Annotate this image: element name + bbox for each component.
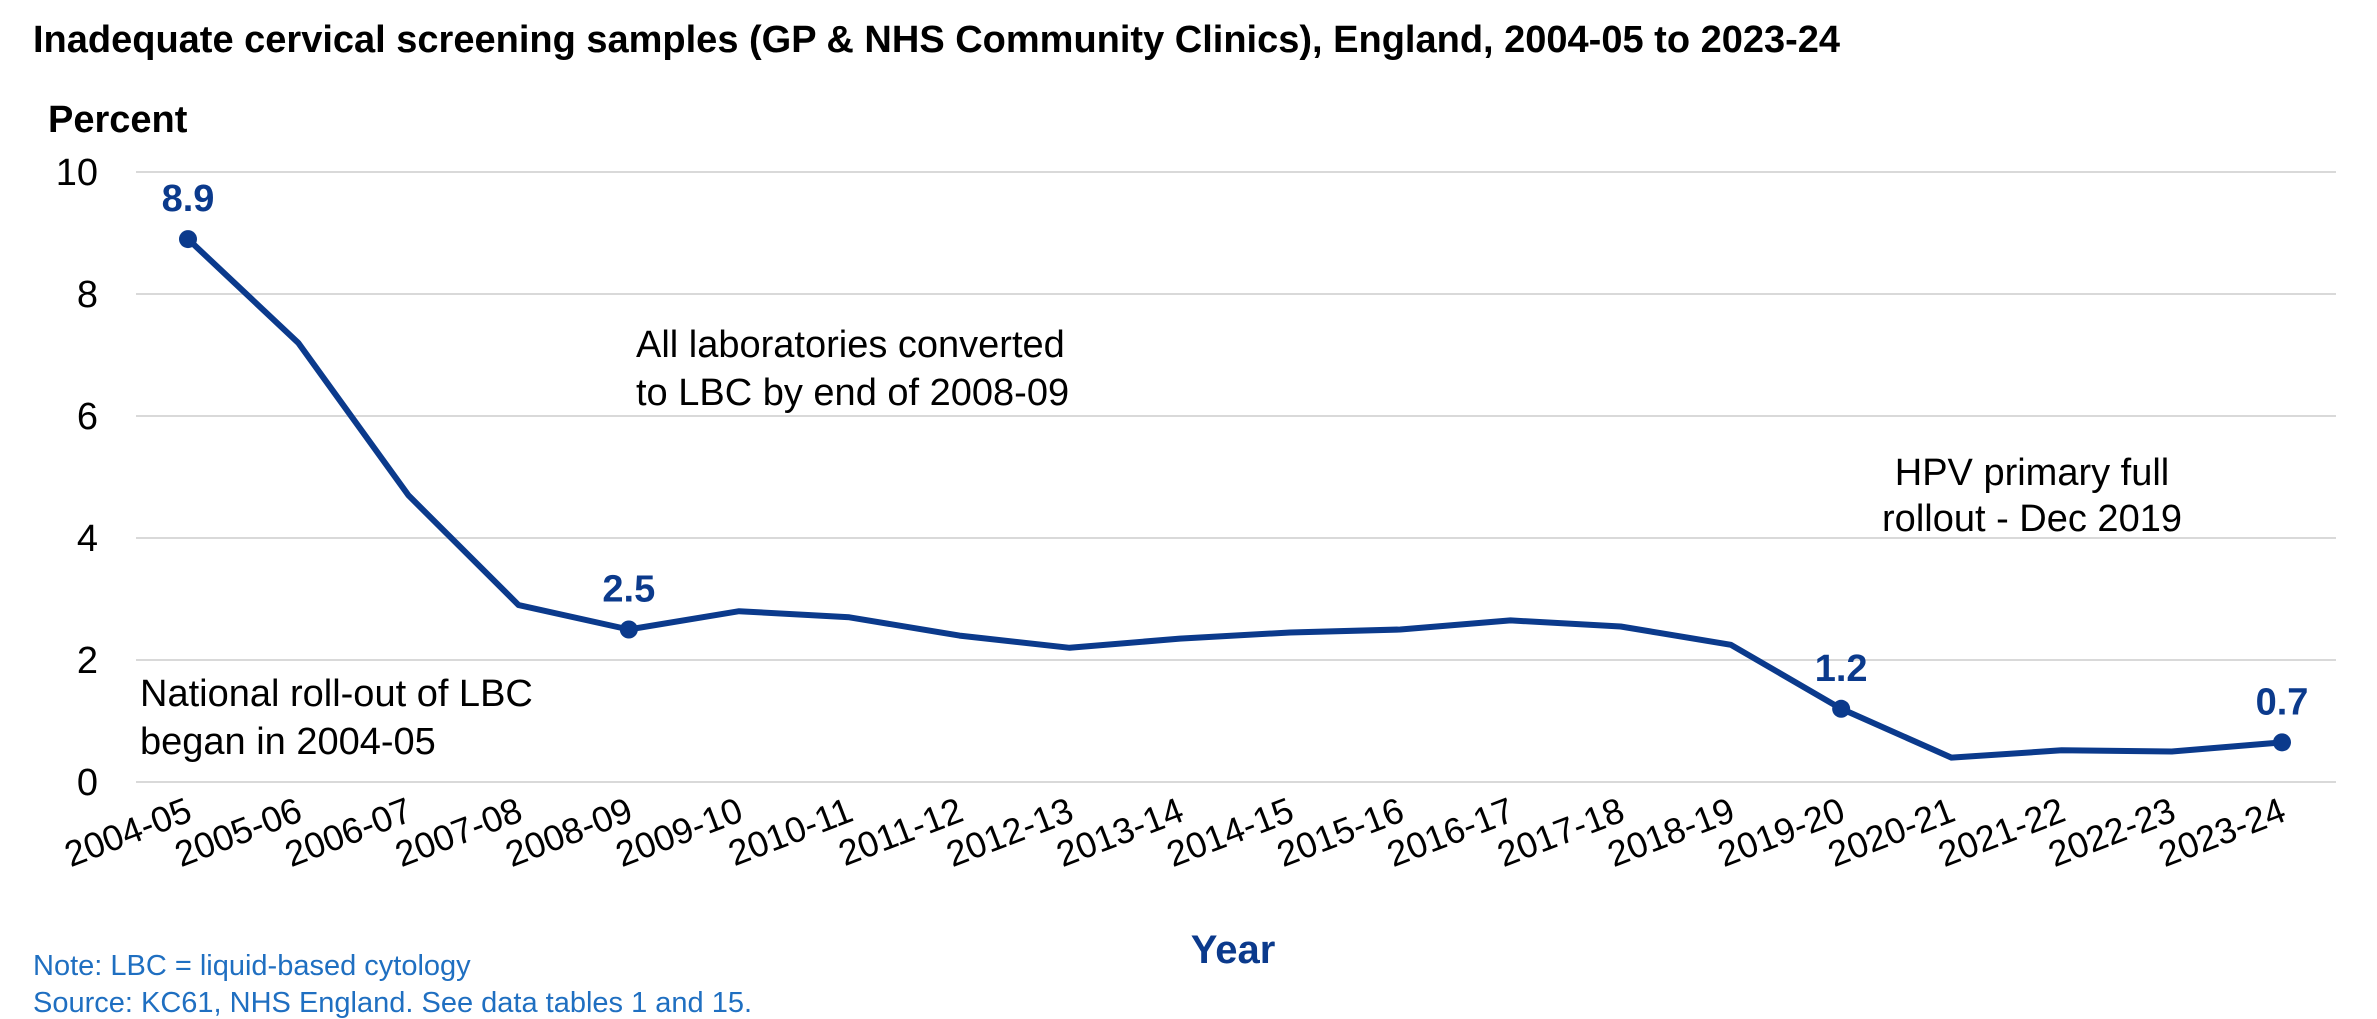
- data-label: 2.5: [602, 569, 655, 611]
- annotation-lbc-converted-line1: All laboratories converted: [636, 324, 1065, 366]
- chart-title: Inadequate cervical screening samples (G…: [33, 19, 1840, 61]
- x-tick-label: 2009-10: [610, 789, 748, 875]
- data-point-marker: [1832, 699, 1851, 718]
- series-layer: [179, 230, 2291, 761]
- annotation-lbc-rollout-line2: began in 2004-05: [140, 721, 436, 763]
- annotation-lbc-converted-line2: to LBC by end of 2008-09: [636, 372, 1069, 414]
- annotation-hpv-rollout: HPV primary full rollout - Dec 2019: [1882, 452, 2182, 540]
- annotation-hpv-rollout-line1: HPV primary full: [1895, 452, 2170, 494]
- x-tick-label: 2017-18: [1492, 789, 1630, 875]
- x-tick-label: 2013-14: [1051, 789, 1189, 875]
- x-tick-label: 2021-22: [1932, 789, 2070, 875]
- x-tick-label: 2006-07: [279, 789, 417, 875]
- y-axis-label: Percent: [48, 99, 188, 141]
- y-tick-label: 8: [77, 274, 98, 316]
- annotation-lbc-rollout-line1: National roll-out of LBC: [140, 673, 533, 715]
- annotation-lbc-converted: All laboratories converted to LBC by end…: [636, 324, 1069, 414]
- y-tick-label: 4: [77, 518, 98, 560]
- y-tick-label: 2: [77, 640, 98, 682]
- footnote-source: Source: KC61, NHS England. See data tabl…: [33, 987, 752, 1019]
- annotation-lbc-rollout: National roll-out of LBC began in 2004-0…: [140, 673, 533, 763]
- y-axis-ticks: 0 2 4 6 8 10: [56, 152, 98, 804]
- x-tick-label: 2023-24: [2153, 789, 2291, 875]
- x-tick-label: 2019-20: [1712, 789, 1850, 875]
- data-labels: 8.9 2.5 1.2 0.7: [162, 178, 2309, 723]
- x-tick-label: 2005-06: [169, 789, 307, 875]
- data-point-marker: [179, 230, 197, 249]
- x-tick-label: 2014-15: [1161, 789, 1299, 875]
- data-point-marker: [2273, 733, 2291, 752]
- y-tick-label: 6: [77, 396, 98, 438]
- data-point-marker: [619, 620, 638, 639]
- x-tick-label: 2015-16: [1271, 789, 1409, 875]
- data-label: 0.7: [2256, 681, 2309, 723]
- y-tick-label: 0: [77, 762, 98, 804]
- x-tick-label: 2022-23: [2043, 789, 2181, 875]
- x-axis-label: Year: [1191, 928, 1276, 972]
- x-tick-label: 2008-09: [500, 789, 638, 875]
- annotation-hpv-rollout-line2: rollout - Dec 2019: [1882, 498, 2182, 540]
- x-axis-ticks: 2004-052005-062006-072007-082008-092009-…: [59, 789, 2291, 875]
- x-tick-label: 2020-21: [1822, 789, 1960, 875]
- x-tick-label: 2011-12: [833, 789, 969, 874]
- y-tick-label: 10: [56, 152, 98, 194]
- series-line: [185, 236, 2285, 761]
- data-label: 8.9: [162, 178, 215, 220]
- x-tick-label: 2012-13: [941, 789, 1079, 875]
- x-tick-label: 2016-17: [1381, 789, 1519, 875]
- x-tick-label: 2007-08: [389, 789, 527, 875]
- footnote-note: Note: LBC = liquid-based cytology: [33, 950, 471, 982]
- x-tick-label: 2018-19: [1602, 789, 1740, 875]
- x-tick-label: 2010-11: [723, 789, 859, 874]
- data-label: 1.2: [1815, 648, 1868, 690]
- gridlines: [136, 171, 2336, 783]
